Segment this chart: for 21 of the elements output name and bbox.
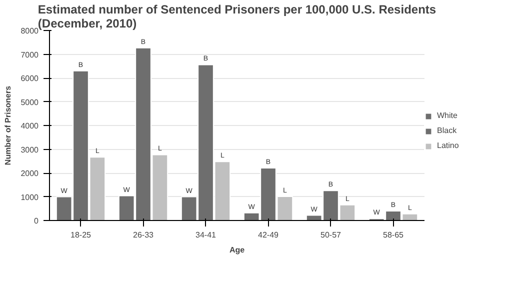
x-tick-label: 58-65 [383,230,404,240]
legend-label: Black [437,126,457,135]
x-tick-label: 34-41 [196,230,217,240]
chart-title: Estimated number of Sentenced Prisoners per 100,000 U.S. Residents (December, 2010) [38,2,436,30]
x-tick-label: 50-57 [320,230,342,240]
x-tick-label: 42-49 [258,230,280,240]
y-tick-label: 2000 [20,169,40,178]
x-axis-title: Age [229,246,246,254]
legend-label: Latino [437,141,459,150]
y-tick-label: 1000 [20,192,40,202]
y-tick-label: 3000 [20,145,40,154]
legend-label: White [437,111,458,120]
x-tick-label: 18-25 [70,230,92,240]
y-tick-label: 0 [34,216,40,226]
y-axis-title: Number of Prisoners [4,85,13,166]
x-tick-label: 26-33 [133,230,154,240]
y-tick-label: 4000 [20,122,40,130]
y-tick-label: 5000 [20,98,40,107]
y-tick-label: 7000 [20,50,40,60]
y-tick-label: 8000 [20,26,40,36]
y-tick-label: 6000 [20,74,40,83]
